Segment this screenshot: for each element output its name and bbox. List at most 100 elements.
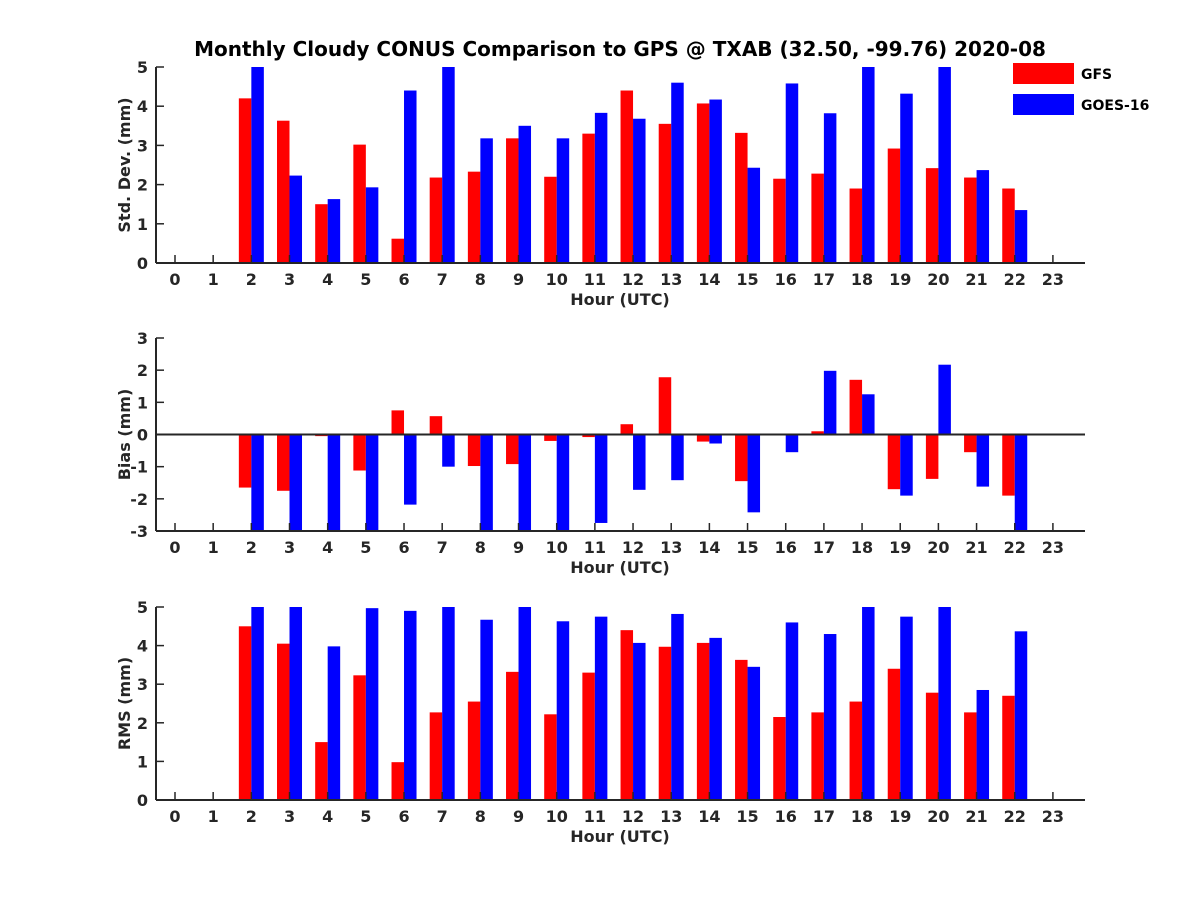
bar-goes-16-hour-10 — [556, 621, 570, 800]
x-tick-label: 21 — [965, 538, 987, 557]
bar-goes-16-hour-15 — [747, 434, 761, 513]
bar-gfs-hour-19 — [887, 148, 901, 263]
bar-goes-16-hour-16 — [785, 622, 799, 800]
series-goes-16 — [251, 67, 1028, 264]
bar-goes-16-hour-22 — [1014, 631, 1028, 800]
bar-gfs-hour-11 — [582, 434, 595, 438]
x-tick-label: 5 — [360, 270, 371, 289]
series-gfs — [238, 377, 1015, 496]
x-tick-label: 7 — [437, 538, 448, 557]
bar-gfs-hour-2 — [238, 626, 252, 800]
bar-goes-16-hour-16 — [785, 83, 799, 264]
bar-gfs-hour-10 — [544, 434, 557, 441]
bar-goes-16-hour-15 — [747, 666, 761, 800]
x-tick-label: 8 — [475, 807, 486, 826]
x-tick-label: 11 — [584, 538, 606, 557]
x-tick-label: 11 — [584, 270, 606, 289]
x-tick-label: 13 — [660, 538, 682, 557]
x-tick-label: 15 — [736, 270, 758, 289]
x-tick-label: 15 — [736, 807, 758, 826]
bar-goes-16-hour-18 — [862, 67, 875, 263]
legend-swatch — [1013, 94, 1074, 115]
y-tick-label: 1 — [137, 752, 148, 771]
x-tick-label: 17 — [813, 538, 835, 557]
x-tick-label: 9 — [513, 270, 524, 289]
x-tick-label: 14 — [698, 807, 720, 826]
bar-gfs-hour-20 — [925, 692, 939, 800]
bar-goes-16-hour-11 — [594, 434, 608, 523]
bar-goes-16-hour-13 — [671, 613, 684, 800]
bar-goes-16-hour-14 — [709, 434, 722, 444]
x-tick-label: 18 — [851, 538, 873, 557]
x-tick-label: 9 — [513, 807, 524, 826]
x-tick-label: 20 — [927, 270, 949, 289]
bar-gfs-hour-6 — [391, 410, 405, 435]
bar-goes-16-hour-22 — [1014, 210, 1028, 263]
x-tick-label: 20 — [927, 807, 949, 826]
x-tick-label: 4 — [322, 807, 333, 826]
x-tick-label: 6 — [398, 270, 409, 289]
x-tick-label: 22 — [1004, 270, 1026, 289]
x-tick-label: 13 — [660, 270, 682, 289]
x-tick-label: 8 — [475, 270, 486, 289]
bar-goes-16-hour-17 — [823, 370, 837, 435]
bar-gfs-hour-21 — [964, 177, 977, 263]
bar-gfs-hour-20 — [925, 168, 939, 263]
bar-gfs-hour-18 — [849, 188, 863, 263]
x-axis-label: Hour (UTC) — [570, 827, 670, 846]
bar-goes-16-hour-7 — [442, 607, 455, 800]
bar-goes-16-hour-6 — [404, 610, 417, 800]
bar-gfs-hour-22 — [1002, 434, 1015, 496]
bar-gfs-hour-12 — [620, 90, 634, 264]
bar-goes-16-hour-19 — [900, 434, 913, 496]
x-tick-label: 22 — [1004, 538, 1026, 557]
y-tick-label: -1 — [130, 458, 148, 477]
legend-swatch — [1013, 63, 1074, 84]
bar-gfs-hour-20 — [925, 434, 939, 479]
legend-entry-goes-16: GOES-16 — [1013, 94, 1149, 115]
bar-gfs-hour-19 — [887, 668, 901, 800]
x-tick-label: 2 — [246, 270, 257, 289]
bar-goes-16-hour-17 — [823, 634, 837, 800]
x-tick-label: 18 — [851, 807, 873, 826]
bar-gfs-hour-14 — [696, 434, 710, 442]
bar-gfs-hour-14 — [696, 642, 710, 800]
series-goes-16 — [251, 607, 1028, 800]
bar-gfs-hour-5 — [353, 144, 366, 263]
y-axis-label: Std. Dev. (mm) — [115, 97, 134, 232]
y-tick-label: 1 — [137, 393, 148, 412]
x-tick-label: 8 — [475, 538, 486, 557]
bar-gfs-hour-17 — [811, 431, 824, 435]
bar-gfs-hour-7 — [429, 712, 443, 800]
x-tick-label: 15 — [736, 538, 758, 557]
bar-goes-16-hour-10 — [556, 138, 570, 263]
bar-goes-16-hour-20 — [938, 67, 951, 263]
bar-goes-16-hour-4 — [327, 199, 341, 263]
bar-gfs-hour-12 — [620, 424, 634, 435]
x-tick-label: 3 — [284, 270, 295, 289]
bar-gfs-hour-13 — [658, 123, 672, 263]
bar-goes-16-hour-9 — [518, 434, 532, 531]
x-tick-label: 1 — [208, 270, 219, 289]
x-tick-label: 11 — [584, 807, 606, 826]
bar-gfs-hour-13 — [658, 377, 672, 435]
x-tick-label: 3 — [284, 807, 295, 826]
bar-gfs-hour-6 — [391, 762, 405, 800]
bar-gfs-hour-8 — [467, 171, 481, 263]
x-tick-label: 10 — [546, 270, 568, 289]
bar-goes-16-hour-7 — [442, 434, 455, 467]
bar-gfs-hour-4 — [315, 742, 328, 800]
bar-gfs-hour-13 — [658, 646, 672, 800]
bar-gfs-hour-22 — [1002, 695, 1015, 800]
bar-gfs-hour-5 — [353, 675, 366, 800]
bar-goes-16-hour-3 — [289, 175, 303, 263]
x-tick-label: 23 — [1042, 270, 1064, 289]
y-tick-label: -3 — [130, 522, 148, 541]
series-goes-16 — [251, 364, 1028, 531]
bar-gfs-hour-21 — [964, 712, 977, 800]
x-tick-label: 3 — [284, 538, 295, 557]
bar-goes-16-hour-16 — [785, 434, 799, 453]
